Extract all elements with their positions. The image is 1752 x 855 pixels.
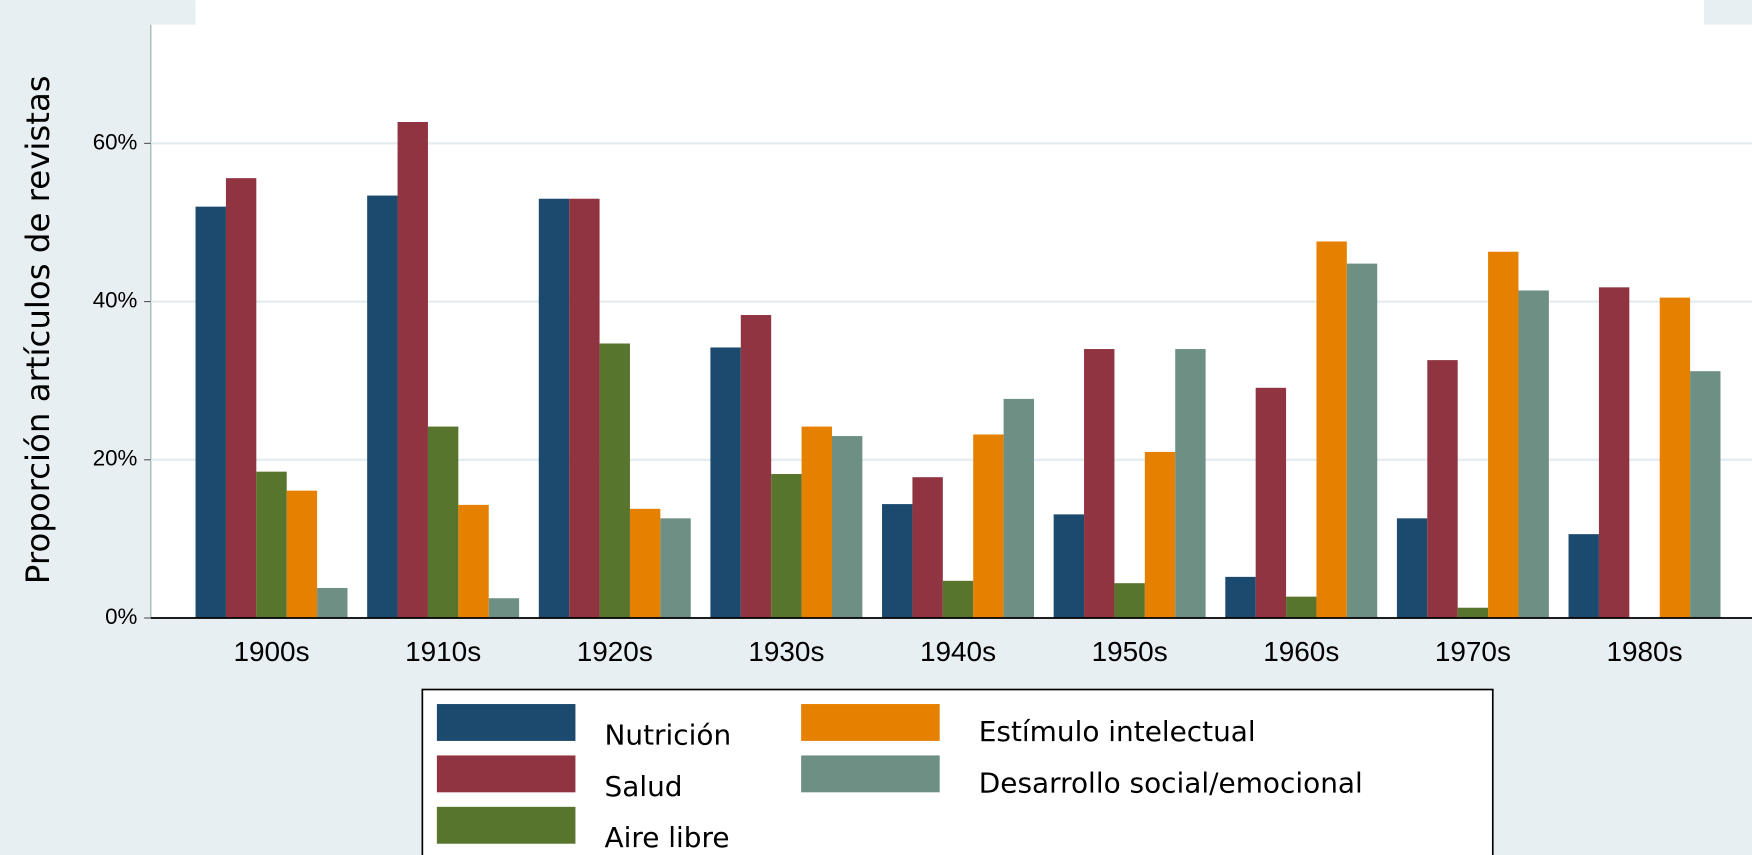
bar: [1003, 398, 1034, 619]
bar: [1053, 514, 1085, 619]
y-tick-label: 40%: [93, 287, 138, 312]
bar: [1568, 534, 1599, 619]
bar: [256, 471, 287, 619]
bar: [1255, 387, 1287, 619]
x-tick-label: 1950s: [1092, 636, 1168, 667]
y-tick-label: 60%: [93, 129, 138, 154]
bar: [427, 426, 459, 619]
bar: [629, 508, 661, 619]
y-tick-label: 0%: [105, 604, 137, 629]
legend-swatch: [436, 806, 576, 844]
x-tick-label: 1940s: [920, 636, 996, 667]
bar: [367, 195, 398, 619]
bar: [1225, 576, 1256, 619]
x-tick-label: 1960s: [1263, 636, 1339, 667]
bar: [1690, 371, 1721, 619]
bar: [458, 504, 489, 619]
bar: [660, 518, 691, 619]
bar: [225, 178, 257, 619]
x-tick-label: 1980s: [1606, 636, 1682, 667]
bar: [1316, 241, 1347, 619]
bar: [286, 490, 318, 619]
bar: [740, 315, 772, 619]
x-tick-label: 1910s: [405, 636, 481, 667]
bar: [1084, 349, 1115, 619]
bar: [569, 198, 600, 619]
bar: [397, 121, 428, 619]
bar: [831, 436, 863, 619]
legend-label: Desarrollo social/emocional: [979, 766, 1363, 799]
legend-swatch: [801, 755, 940, 793]
bar: [973, 434, 1004, 619]
bar: [317, 587, 348, 619]
bar: [538, 198, 570, 619]
bar: [942, 580, 974, 619]
bar: [488, 598, 520, 619]
bar: [599, 343, 630, 619]
bar: [710, 347, 741, 619]
legend-label: Aire libre: [604, 821, 729, 854]
bar: [1427, 360, 1458, 619]
title-band: [195, 0, 1704, 25]
bar: [1396, 518, 1428, 619]
bar: [195, 206, 226, 619]
bar: [1114, 583, 1145, 619]
x-tick-label: 1900s: [233, 636, 309, 667]
legend-swatch: [801, 704, 940, 741]
bar: [801, 426, 832, 619]
bar: [771, 474, 802, 619]
bar: [1518, 290, 1549, 619]
y-axis-title: Proporción artículos de revistas: [19, 75, 57, 584]
x-tick-label: 1930s: [748, 636, 824, 667]
bar: [1488, 251, 1519, 619]
bar: [1457, 607, 1489, 619]
bar: [912, 477, 943, 619]
x-tick-label: 1970s: [1435, 636, 1511, 667]
legend-label: Salud: [604, 770, 682, 803]
bar: [882, 504, 913, 619]
legend-swatch: [436, 704, 576, 741]
legend-label: Nutrición: [604, 718, 731, 751]
y-tick-label: 20%: [93, 446, 138, 471]
legend-label: Estímulo intelectual: [979, 715, 1256, 748]
bar: [1659, 297, 1691, 619]
x-tick-label: 1920s: [577, 636, 653, 667]
legend: [421, 688, 1494, 855]
legend-swatch: [436, 755, 576, 793]
bar: [1144, 451, 1176, 619]
bar: [1286, 596, 1317, 619]
bar: [1346, 263, 1378, 619]
bar: [1598, 287, 1630, 619]
bar: [1175, 349, 1206, 619]
